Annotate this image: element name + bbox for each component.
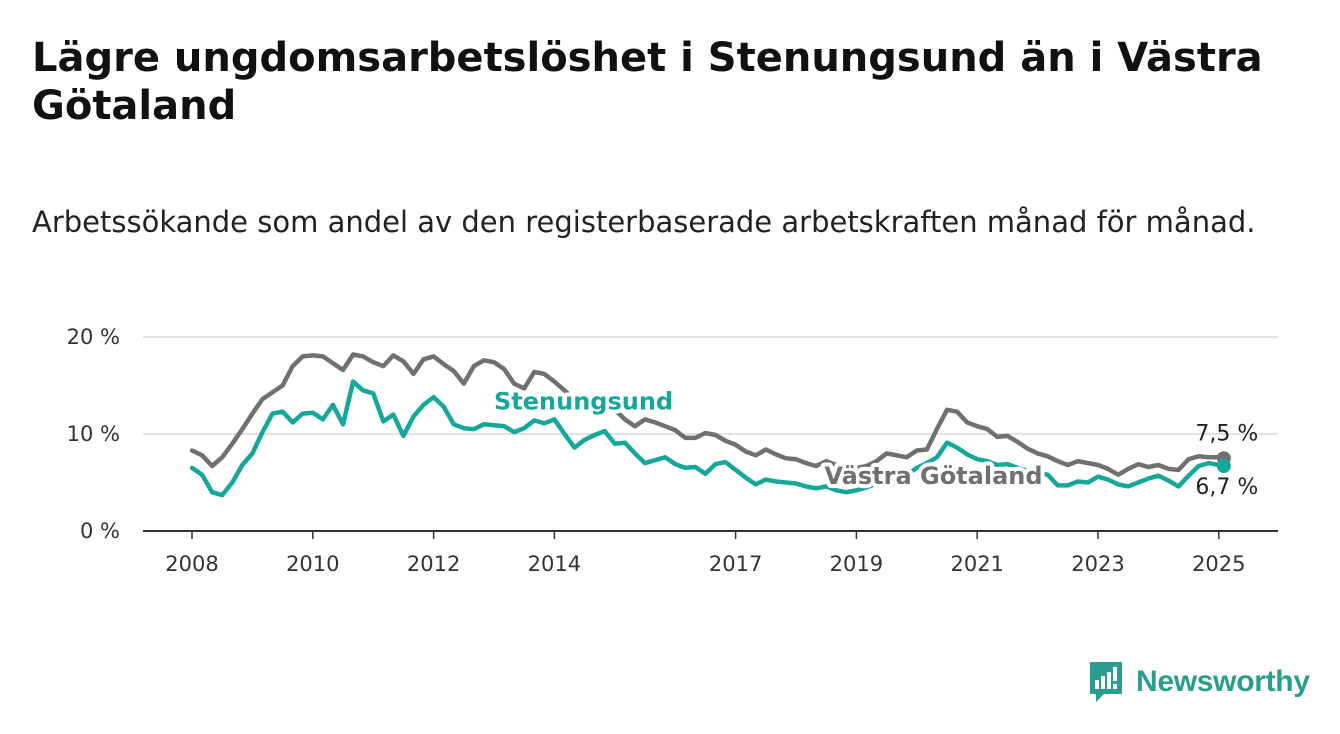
line-chart: 0 % 10 % 20 % 2008 2010 2012 2014 2017 2019 2021… [67,325,1278,576]
y-tick-label: 10 % [67,422,120,446]
x-tick-label: 2010 [286,552,339,576]
end-value-label: 6,7 % [1195,475,1258,500]
chart-subtitle: Arbetssökande som andel av den registerb… [32,205,1256,239]
y-axis-ticks: 0 % 10 % 20 % [67,325,120,543]
series-lines [189,352,1231,498]
series-label: Västra Götaland [824,462,1042,490]
series-label: Stenungsund [494,387,673,415]
end-value-label: 7,5 % [1195,421,1258,446]
x-tick-label: 2025 [1192,552,1245,576]
x-tick-label: 2023 [1071,552,1124,576]
x-axis: 2008 2010 2012 2014 2017 2019 2021 2023 2025 [143,530,1278,576]
y-tick-label: 20 % [67,325,120,349]
logo-text: Newsworthy [1136,665,1310,698]
series-label-halo: Västra Götaland [824,462,1042,490]
series-line-västra-götaland [189,352,1227,477]
end-point-marker [1216,459,1231,474]
x-tick-label: 2019 [830,552,883,576]
x-tick-label: 2014 [528,552,581,576]
series-line-stenungsund [189,379,1227,498]
x-tick-label: 2021 [950,552,1003,576]
x-tick-label: 2008 [165,552,218,576]
chart-title: Lägre ungdomsarbetslöshet i Stenungsund … [32,35,1263,129]
x-tick-label: 2017 [709,552,762,576]
newsworthy-logo: Newsworthy [1088,660,1310,704]
series-label-halo: Stenungsund [494,387,673,415]
x-tick-label: 2012 [407,552,460,576]
y-tick-label: 0 % [80,519,120,543]
bar-chart-logo-icon [1090,662,1122,702]
grid-lines [143,336,1278,435]
